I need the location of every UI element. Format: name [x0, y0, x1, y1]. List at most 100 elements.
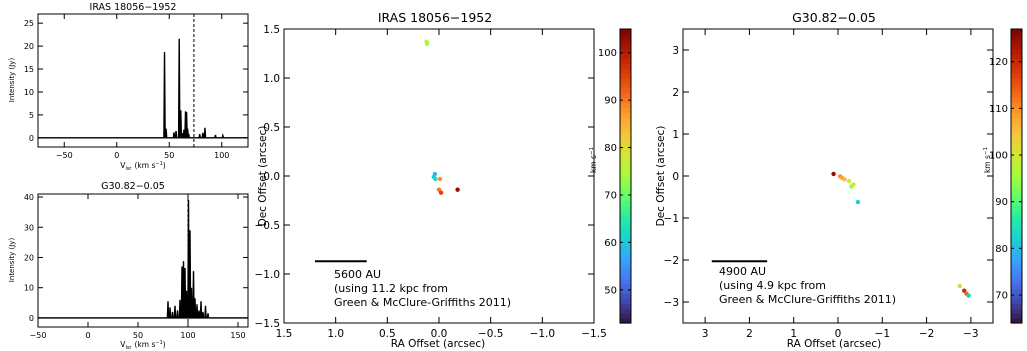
colorbar-segment: [1011, 131, 1022, 138]
y-tick-label: 40: [24, 193, 34, 202]
colorbar-segment: [620, 234, 631, 241]
map-iras-colorbar-label: km s−1: [589, 147, 598, 173]
x-tick-label: −3: [963, 328, 978, 340]
x-tick-label: 0: [114, 151, 119, 160]
map-g30-scale-note-3: Green & McClure-Griffiths 2011): [719, 293, 896, 306]
colorbar-segment: [620, 53, 631, 59]
colorbar-segment: [1011, 259, 1022, 265]
y-tick-label: 1.0: [263, 73, 280, 85]
y-tick-label: −3: [664, 297, 679, 309]
colorbar-segment: [1011, 87, 1022, 94]
colorbar-segment: [1011, 293, 1022, 300]
colorbar-tick-label: 90: [604, 96, 617, 107]
y-tick-label: 2: [672, 87, 679, 99]
map-iras-colorbar-label-sup: −1: [589, 147, 595, 155]
spectrum-iras-xlabel-units: (km s: [135, 161, 156, 170]
colorbar-segment: [1011, 117, 1022, 123]
maser-spot: [966, 293, 971, 298]
colorbar-segment: [1011, 43, 1022, 50]
colorbar-segment: [620, 195, 631, 202]
colorbar-segment: [1011, 166, 1022, 172]
colorbar-segment: [620, 239, 631, 246]
x-tick-label: 100: [214, 151, 229, 160]
colorbar-segment: [1011, 220, 1022, 226]
colorbar-segment: [620, 269, 631, 275]
spectrum-iras-line: [38, 38, 248, 139]
x-tick-label: 3: [702, 328, 709, 340]
map-iras-points: [424, 39, 460, 195]
map-iras-colorbar-gradient: [620, 29, 631, 324]
colorbar-segment: [620, 117, 631, 123]
colorbar-segment: [1011, 176, 1022, 182]
colorbar-segment: [620, 151, 631, 157]
colorbar-segment: [620, 185, 631, 192]
y-tick-label: 0: [29, 134, 34, 143]
spectrum-g30-frame: [37, 193, 249, 328]
colorbar-segment: [1011, 68, 1022, 74]
map-g30-colorbar-frame: [1010, 28, 1023, 324]
x-tick-label: 50: [133, 331, 143, 340]
y-tick-label: 10: [24, 284, 34, 293]
y-tick-label: −1: [664, 213, 679, 225]
colorbar-tick-label: 60: [604, 238, 617, 249]
colorbar-segment: [1011, 48, 1022, 55]
spectrum-iras-xlabel-sub: lsr: [125, 166, 132, 172]
colorbar-segment: [1011, 180, 1022, 187]
map-g30-x-ticks: 3 2 1 0 −1 −2 −3: [702, 29, 979, 340]
colorbar-segment: [1011, 38, 1022, 45]
colorbar-segment: [1011, 141, 1022, 148]
colorbar-segment: [620, 313, 631, 319]
map-g30-panel: G30.82−0.05 3 2 1 0 −1 −2 −3 −3 −2 −1 0 1 2 3 4900 A…: [655, 10, 1023, 350]
spectrum-iras-xlabel-close: ): [163, 161, 166, 170]
x-tick-label: 0.5: [379, 328, 396, 340]
map-g30-y-ticks: −3 −2 −1 0 1 2 3: [664, 45, 993, 309]
colorbar-segment: [1011, 58, 1022, 64]
colorbar-segment: [620, 166, 631, 172]
y-tick-label: −1.0: [255, 269, 281, 281]
colorbar-segment: [620, 122, 631, 128]
map-g30-title: G30.82−0.05: [792, 10, 876, 25]
colorbar-segment: [1011, 185, 1022, 192]
colorbar-segment: [620, 78, 631, 84]
colorbar-segment: [1011, 146, 1022, 153]
maser-spot: [957, 283, 962, 289]
colorbar-segment: [1011, 122, 1022, 128]
colorbar-segment: [620, 63, 631, 69]
colorbar-segment: [1011, 127, 1022, 133]
spectrum-iras-x-ticks: −50 0 50 100: [56, 14, 229, 160]
colorbar-segment: [1011, 298, 1022, 304]
colorbar-segment: [1011, 283, 1022, 290]
y-tick-label: 3: [672, 45, 679, 57]
colorbar-segment: [1011, 151, 1022, 157]
spectrum-g30-x-ticks: −50 0 50 100 150: [30, 194, 246, 340]
spectrum-g30-xlabel: Vlsr (km s−1): [120, 340, 165, 351]
y-tick-label: 5: [29, 111, 34, 120]
colorbar-segment: [1011, 97, 1022, 104]
colorbar-segment: [620, 73, 631, 79]
map-g30-xlabel: RA Offset (arcsec): [787, 338, 881, 350]
maser-spot: [424, 41, 430, 46]
x-tick-label: −50: [30, 331, 47, 340]
colorbar-segment: [620, 112, 631, 118]
map-iras-colorbar-frame: [619, 28, 632, 324]
x-tick-label: −2: [919, 328, 934, 340]
spectrum-g30-xlabel-close: ): [163, 340, 166, 349]
map-iras-scale-note-3: Green & McClure-Griffiths 2011): [334, 296, 511, 309]
colorbar-tick-label: 70: [995, 291, 1008, 302]
colorbar-segment: [1011, 254, 1022, 260]
y-tick-label: 10: [24, 88, 34, 97]
colorbar-segment: [1011, 102, 1022, 108]
maser-spot: [855, 199, 861, 205]
colorbar-segment: [1011, 195, 1022, 202]
maser-spot: [849, 184, 854, 189]
spectrum-iras-xlabel-main: V: [120, 161, 126, 170]
spectrum-g30-xlabel-sub: lsr: [125, 345, 132, 351]
colorbar-segment: [620, 107, 631, 113]
y-tick-label: 15: [24, 65, 34, 74]
colorbar-segment: [620, 244, 631, 251]
x-tick-label: 1.5: [276, 328, 293, 340]
x-tick-label: −50: [56, 151, 73, 160]
map-iras-scale-note-1: 5600 AU: [334, 268, 381, 281]
spectrum-g30-xlabel-units: (km s: [135, 340, 156, 349]
colorbar-tick-label: 120: [989, 57, 1008, 68]
